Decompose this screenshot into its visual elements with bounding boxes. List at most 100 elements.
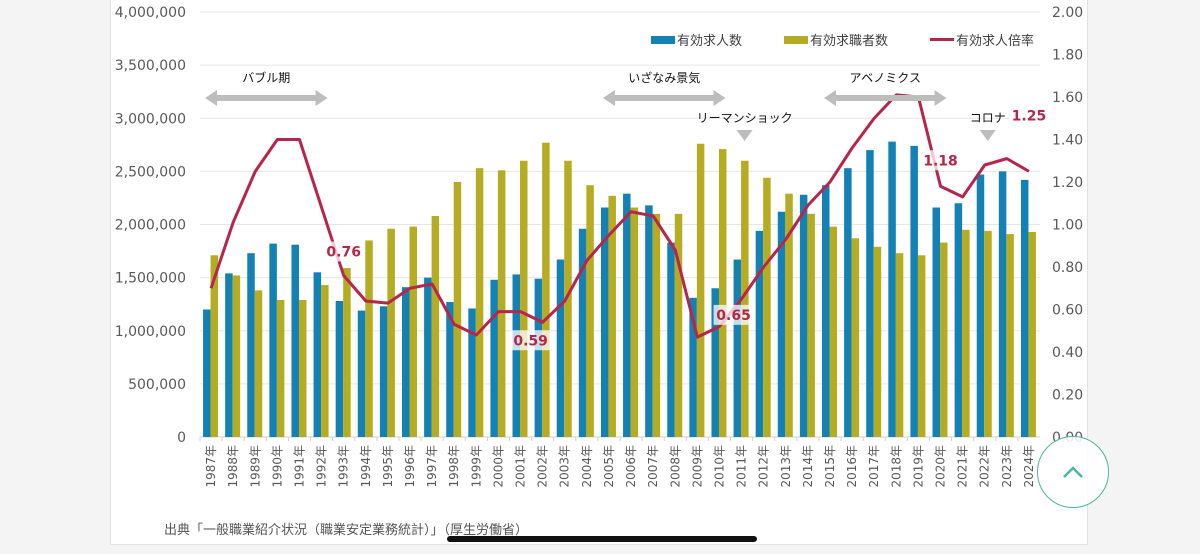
- bar-job-seekers: [1028, 231, 1036, 437]
- x-tick-label: 1996年: [403, 445, 417, 488]
- bar-job-seekers: [431, 216, 440, 437]
- bar-job-openings: [490, 279, 498, 437]
- bar-job-openings: [269, 243, 277, 437]
- x-tick-label: 2021年: [956, 445, 970, 488]
- bar-job-openings: [313, 272, 322, 437]
- chevron-up-icon: [1063, 466, 1083, 478]
- bar-job-openings: [998, 171, 1007, 437]
- bar-job-openings: [379, 306, 388, 437]
- bar-job-openings: [954, 203, 963, 437]
- home-indicator: [447, 536, 757, 542]
- bar-job-openings: [689, 297, 697, 437]
- x-tick-label: 2007年: [646, 445, 660, 488]
- x-tick-label: 2001年: [514, 445, 528, 488]
- x-tick-label: 2002年: [536, 445, 550, 488]
- data-label-bg: [1008, 105, 1049, 126]
- bar-job-seekers: [674, 213, 683, 437]
- y2-tick-label: 1.60: [1052, 90, 1083, 106]
- x-tick-label: 1988年: [226, 445, 240, 488]
- x-tick-label: 2014年: [801, 445, 815, 488]
- bar-job-seekers: [917, 255, 926, 437]
- bar-job-openings: [888, 141, 896, 437]
- bar-job-seekers: [807, 213, 815, 437]
- bar-job-openings: [755, 230, 764, 437]
- bar-job-openings: [468, 308, 476, 437]
- bar-job-seekers: [608, 195, 616, 437]
- y2-tick-label: 0.80: [1052, 260, 1083, 276]
- bar-job-openings: [225, 273, 233, 437]
- bar-job-openings: [556, 259, 565, 437]
- bar-job-seekers: [343, 268, 351, 437]
- ratio-line-path: [209, 93, 1030, 339]
- legend-label-openings: 有効求人数: [677, 34, 742, 49]
- bar-job-seekers: [409, 226, 417, 437]
- bar-job-openings: [645, 205, 653, 437]
- bar-job-seekers: [365, 240, 373, 437]
- y-tick-label: 500,000: [128, 377, 186, 393]
- x-tick-label: 2004年: [580, 445, 594, 488]
- bar-job-seekers: [895, 253, 904, 437]
- x-tick-label: 1991年: [292, 445, 306, 488]
- legend-swatch-seekers: [784, 36, 808, 44]
- source-caption: 出典「一般職業紹介状況（職業安定業務統計）」（厚生労働省）: [164, 523, 529, 538]
- legend-swatch-openings: [651, 36, 675, 44]
- bar-job-openings: [844, 168, 852, 437]
- bar-job-seekers: [232, 275, 241, 437]
- legend: 有効求人数 有効求職者数 有効求人倍率: [651, 33, 1034, 49]
- bar-job-seekers: [254, 290, 263, 437]
- data-label-bg: [510, 330, 551, 351]
- bar-job-seekers: [718, 149, 727, 437]
- x-tick-label: 2016年: [845, 445, 859, 488]
- y-axis-right: 0.000.200.400.600.801.001.201.401.601.80…: [1052, 5, 1083, 446]
- bar-job-seekers: [741, 160, 749, 437]
- bar-job-openings: [247, 253, 255, 437]
- bar-job-seekers: [586, 185, 594, 437]
- y2-tick-label: 1.00: [1052, 218, 1083, 234]
- y-tick-label: 0: [177, 430, 186, 446]
- bar-job-openings: [402, 287, 410, 437]
- bar-job-openings: [512, 274, 521, 437]
- x-tick-label: 2023年: [1000, 445, 1014, 488]
- x-tick-label: 2008年: [668, 445, 682, 488]
- period-arrow: [602, 90, 726, 106]
- x-tick-label: 2019年: [911, 445, 925, 488]
- bar-job-openings: [623, 193, 631, 437]
- bar-job-openings: [203, 309, 211, 437]
- event-label: リーマンショック: [697, 111, 793, 125]
- x-tick-label: 1990年: [270, 445, 284, 488]
- legend-label-ratio: 有効求人倍率: [956, 33, 1034, 49]
- bar-job-seekers: [298, 299, 307, 437]
- x-tick-label: 2009年: [690, 445, 704, 488]
- x-tick-label: 2010年: [712, 445, 726, 488]
- x-tick-label: 2018年: [889, 445, 903, 488]
- bar-job-seekers: [984, 230, 992, 437]
- x-tick-label: 2020年: [934, 445, 948, 488]
- x-axis: 1987年 1988年 1989年 1990年 1991年 1992年 1993年 1994年…: [199, 437, 1036, 488]
- x-tick-label: 2024年: [1022, 445, 1036, 488]
- x-tick-label: 1989年: [248, 445, 262, 488]
- bar-job-seekers: [542, 142, 550, 437]
- bar-job-openings: [799, 194, 808, 437]
- x-tick-label: 2003年: [558, 445, 572, 488]
- bar-job-seekers: [851, 238, 860, 437]
- scroll-to-top-button[interactable]: [1037, 436, 1109, 508]
- bar-job-seekers: [497, 170, 506, 437]
- bar-job-seekers: [652, 213, 661, 437]
- bar-job-openings: [976, 174, 985, 437]
- legend-swatch-ratio: [930, 38, 954, 41]
- y-tick-label: 1,500,000: [115, 271, 186, 287]
- y-tick-label: 1,000,000: [115, 324, 186, 340]
- bar-job-seekers: [873, 246, 882, 437]
- y2-tick-label: 1.80: [1052, 48, 1083, 64]
- event-marker: [979, 130, 996, 141]
- event-label: コロナ: [970, 111, 1006, 125]
- bar-job-seekers: [962, 229, 970, 437]
- bar-job-openings: [357, 310, 366, 437]
- ratio-line: [209, 93, 1030, 339]
- y2-tick-label: 1.40: [1052, 133, 1083, 149]
- bar-job-seekers: [520, 160, 528, 437]
- bar-job-seekers: [387, 228, 395, 437]
- bar-job-openings: [578, 228, 587, 437]
